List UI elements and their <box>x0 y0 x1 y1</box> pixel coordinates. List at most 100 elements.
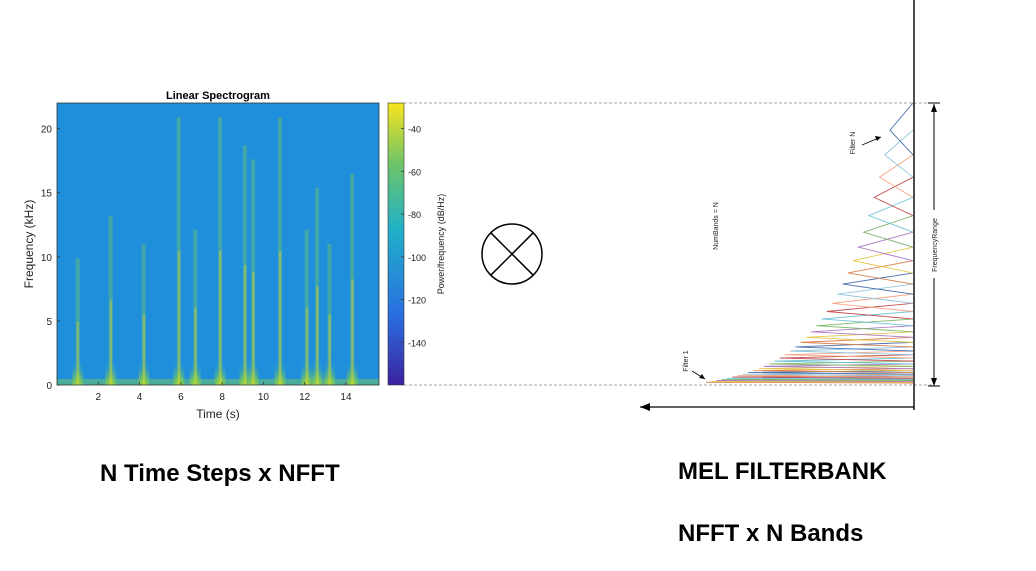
filter-triangle <box>742 372 914 377</box>
filterbank-shape-caption: NFFT x N Bands <box>678 520 864 547</box>
spectrogram-burst <box>172 357 185 385</box>
spectrogram-title: Linear Spectrogram <box>166 90 270 102</box>
y-tick-label: 15 <box>41 189 53 200</box>
spectrogram-burst <box>311 357 324 385</box>
colorbar-tick-label: -120 <box>408 296 426 306</box>
y-tick-label: 10 <box>41 253 53 264</box>
colorbar-tick-label: -100 <box>408 253 426 263</box>
spectrogram-energy-layer <box>57 117 379 385</box>
filter-triangle <box>800 336 914 348</box>
filter-triangle <box>847 260 914 285</box>
arrow-left-icon <box>640 403 650 411</box>
x-tick-label: 12 <box>299 392 311 403</box>
spectrogram-streak <box>176 117 181 385</box>
spectrogram-ylabel: Frequency (kHz) <box>22 200 36 289</box>
filter-triangle <box>779 354 914 362</box>
num-bands-label: NumBands = N <box>713 202 720 250</box>
filter-triangle <box>884 129 914 178</box>
filter-n-arrowhead <box>875 136 881 141</box>
filter-triangle <box>805 331 914 343</box>
filter-triangle <box>878 154 914 198</box>
spectrogram-burst <box>346 357 359 385</box>
filter-triangle <box>832 293 914 312</box>
spectrogram-core <box>328 314 331 385</box>
spectrogram-core <box>76 321 80 385</box>
filter-triangle <box>795 341 914 352</box>
filter-triangle <box>753 368 914 373</box>
frequency-range-bracket <box>928 102 940 387</box>
colorbar-gradient <box>387 102 405 386</box>
mel-filterbank-caption: MEL FILTERBANK <box>678 458 887 485</box>
multiply-circle-icon <box>481 223 543 285</box>
spectrogram-core <box>351 279 354 385</box>
colorbar-tick-label: -80 <box>408 210 421 220</box>
filter-triangle <box>758 365 914 372</box>
x-tick-label: 14 <box>340 392 352 403</box>
filter-triangle <box>842 272 914 295</box>
spectrogram-streak <box>75 258 80 385</box>
filter-triangle <box>811 325 914 338</box>
spectrogram-streak <box>141 244 146 385</box>
filter-triangle <box>774 357 914 365</box>
filter-1-label: Filter 1 <box>683 350 690 372</box>
filter-triangle <box>873 176 914 217</box>
spectrogram-streak <box>315 187 320 385</box>
x-tick-label: 10 <box>258 392 270 403</box>
spectrogram-x-ticks: 2 4 6 8 10 12 14 <box>96 382 352 403</box>
spectrogram-streak <box>304 229 309 385</box>
spectrogram-core <box>194 307 197 385</box>
filter-triangle <box>826 302 914 320</box>
filter-triangle <box>763 363 914 370</box>
colorbar-tick-label: -60 <box>408 167 421 177</box>
spectrogram-core <box>316 286 319 385</box>
filter-triangle <box>856 231 914 262</box>
spectrogram-core <box>305 307 309 385</box>
y-tick-label: 20 <box>41 125 53 136</box>
mel-filterbank: FrequencyRange NumBands = N Filter N Fil… <box>640 0 940 411</box>
spectrogram-core <box>142 314 146 385</box>
colorbar-ticks: -40 -60 -80 -100 -120 -140 <box>401 125 426 348</box>
filter-triangle <box>784 350 914 359</box>
filter-triangle <box>853 246 914 274</box>
colorbar-tick-label: -140 <box>408 338 426 348</box>
spectrogram-panel: Linear Spectrogram 2 4 6 8 10 12 14 0 5 10 15 20 T… <box>22 90 380 421</box>
spectrogram-core <box>243 265 247 385</box>
spectrogram-burst <box>247 357 260 385</box>
x-tick-label: 2 <box>96 392 102 403</box>
spectrogram-plot-area <box>57 103 379 385</box>
x-tick-label: 4 <box>137 392 143 403</box>
filter-triangle <box>748 370 914 375</box>
filter-1-arrowhead <box>699 374 705 379</box>
spectrogram-burst <box>189 357 202 385</box>
spectrogram-streak <box>108 215 113 385</box>
spectrogram-core <box>177 251 181 385</box>
spectrogram-core <box>278 251 282 385</box>
filter-triangle <box>821 311 914 327</box>
spectrogram-streak <box>327 244 332 385</box>
spectrogram-burst <box>71 357 84 385</box>
filter-triangle <box>790 346 914 356</box>
y-tick-label: 0 <box>46 381 52 392</box>
spectrogram-xlabel: Time (s) <box>196 407 240 421</box>
spectrogram-burst <box>323 357 336 385</box>
filter-triangle <box>862 215 914 248</box>
spectrogram-streak <box>218 117 223 385</box>
spectrogram-streak <box>350 173 355 385</box>
spectrogram-burst <box>104 357 117 385</box>
spectrogram-burst <box>214 357 227 385</box>
spectrogram-burst <box>137 357 150 385</box>
filter-triangle <box>867 196 914 233</box>
filter-n-label: Filter N <box>850 132 857 155</box>
spectrogram-burst <box>273 357 286 385</box>
spectrogram-y-ticks: 0 5 10 15 20 <box>41 125 60 392</box>
colorbar-label: Power/frequency (dB/Hz) <box>436 194 446 295</box>
frequency-range-label: FrequencyRange <box>932 218 939 272</box>
spectrogram-streak <box>242 145 247 385</box>
spectrogram-core <box>252 272 255 385</box>
spectrogram-core <box>109 300 113 385</box>
filter-triangle <box>889 102 914 156</box>
filter-triangle <box>737 373 914 378</box>
spectrogram-core <box>219 251 222 385</box>
spectrogram-frame <box>56 102 380 386</box>
